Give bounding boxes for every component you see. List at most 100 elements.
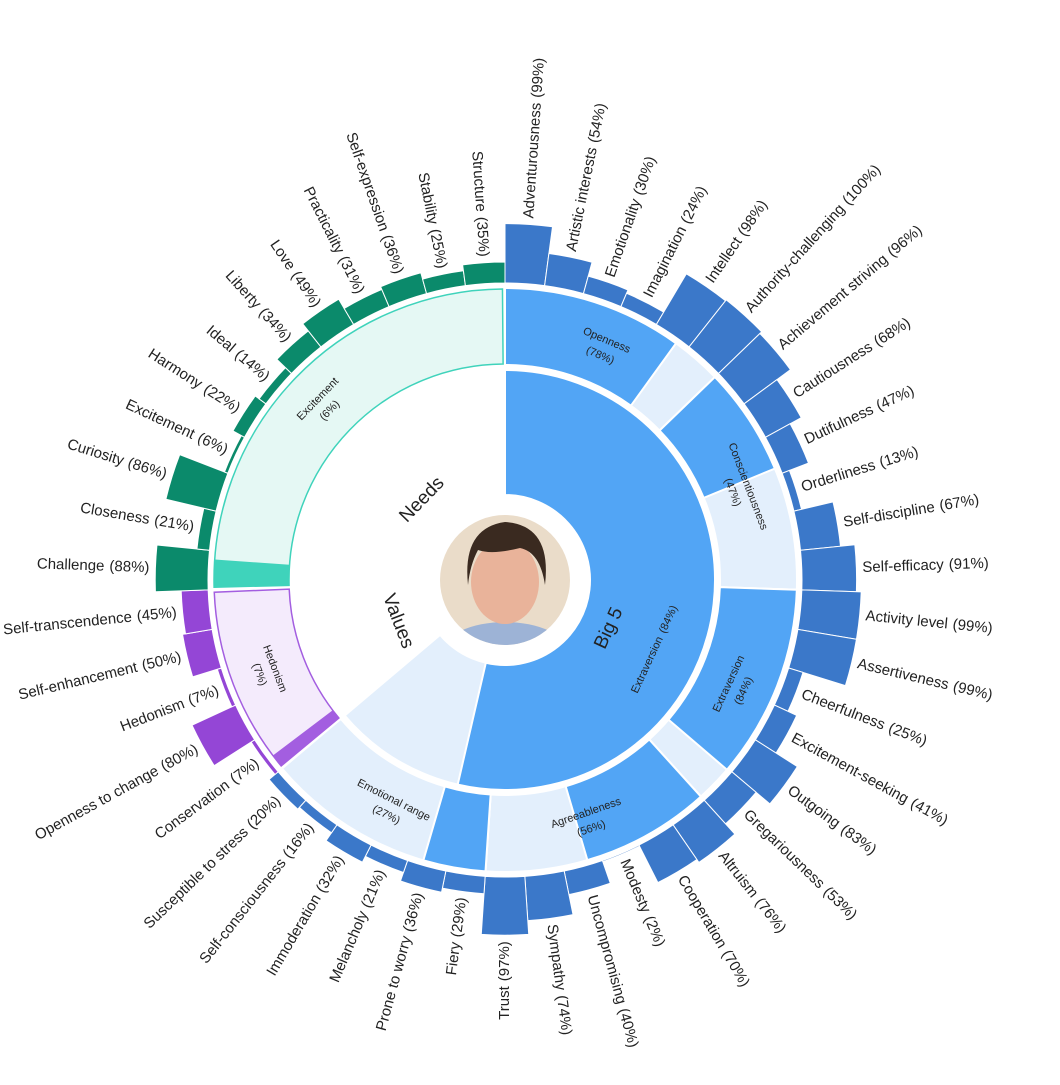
highlight-fill <box>214 559 290 588</box>
facet-label: Self-expression(36%) <box>342 130 407 276</box>
facet-label-name: Emotionality <box>602 196 645 279</box>
facet-label-name: Liberty <box>222 267 265 312</box>
facet-label-name: Cheerfulness <box>799 686 888 734</box>
facet-label-value: (14%) <box>231 346 273 385</box>
facet-label-name: Cooperation <box>674 872 730 951</box>
highlight-sector <box>213 288 504 588</box>
facet-label-name: Activity level <box>865 607 949 632</box>
facet-label-value: (24%) <box>677 183 710 226</box>
facet-label-value: (80%) <box>158 741 201 775</box>
facet-label-name: Orderliness <box>799 457 877 496</box>
facet-label-value: (49%) <box>288 268 325 311</box>
facet-label: Love(49%) <box>266 237 324 311</box>
facet-label-value: (7%) <box>227 755 263 787</box>
facet-label-name: Closeness <box>79 499 151 527</box>
facet-label: Trust (97%) <box>496 941 513 1020</box>
facet-label-value: (96%) <box>884 222 926 261</box>
trait-fill <box>504 286 678 408</box>
facet-label-value: (36%) <box>400 891 427 934</box>
facet-label-name: Openness to change <box>32 762 162 843</box>
facet-label-value: (86%) <box>126 454 169 482</box>
facet-label-value: (31%) <box>335 253 368 296</box>
facet-label-value: (47%) <box>873 382 916 414</box>
facet-label-value: (54%) <box>585 102 610 145</box>
facet-label-value: (74%) <box>553 994 575 1036</box>
facet-label-value: (67%) <box>938 491 980 514</box>
facet-label-name: Ideal <box>203 322 239 356</box>
facet-bar <box>196 507 217 551</box>
facet-label-name: Assertiveness <box>856 655 951 693</box>
facet-label: Closeness (21%) <box>79 499 195 535</box>
facet-label-name: Trust <box>496 985 513 1019</box>
facet-label-name: Harmony <box>145 345 206 392</box>
facet-label: Authority-challenging(100%) <box>742 161 884 316</box>
facet-label: Altruism(76%) <box>715 848 790 936</box>
facet-bar <box>524 870 574 922</box>
facet-bar <box>462 261 506 287</box>
facet-label-name: Self-efficacy <box>862 556 944 576</box>
facet-label-name: Love <box>266 237 298 273</box>
facet-bar <box>180 589 213 635</box>
facet-bar <box>421 270 466 295</box>
facet-label-value: (13%) <box>877 443 920 471</box>
facet-label-name: Immoderation <box>263 891 324 979</box>
facet-label-value: (83%) <box>837 821 879 858</box>
trait-fill <box>667 586 798 772</box>
facet-label: Cheerfulness(25%) <box>799 686 930 750</box>
facet-label-value: (25%) <box>886 719 929 749</box>
facet-label-name: Practicality <box>300 184 348 257</box>
facet-label: Fiery(29%) <box>443 896 470 976</box>
facet-label-name: Altruism <box>715 848 762 901</box>
facet-label-value: (20%) <box>244 792 285 832</box>
facet-label-value: (98%) <box>734 197 771 240</box>
facet-label-value: (6%) <box>195 429 231 458</box>
facet-bar <box>563 859 611 896</box>
facet-label-value: (35%) <box>473 216 493 257</box>
facet-label-name: Curiosity <box>65 436 126 470</box>
facet-bar <box>793 501 842 551</box>
facet-label: Harmony(22%) <box>145 345 243 416</box>
facet-label-name: Sympathy <box>543 923 569 992</box>
facet-label-name: Dutifulness <box>802 401 876 448</box>
facet-label: Structure (35%) <box>468 150 492 257</box>
facet-bar <box>441 870 486 895</box>
facet-label-value: (68%) <box>871 314 914 350</box>
facet-label: Orderliness(13%) <box>799 443 920 495</box>
category-fill <box>456 368 716 791</box>
facet-label-name: Fiery <box>443 940 464 976</box>
trait-fill <box>658 375 777 500</box>
facet-label-value: (36%) <box>378 233 407 276</box>
facet-label: Emotionality(30%) <box>602 154 660 279</box>
facet-label: Outgoing(83%) <box>784 782 879 859</box>
facet-label-value: (21%) <box>153 512 195 535</box>
facet-label-name: Hedonism <box>118 695 187 735</box>
facet-label: Adventurousness (99%) <box>520 57 548 219</box>
facet-label-name: Stability <box>414 171 441 226</box>
facet-bar <box>799 544 858 593</box>
facet-label-name: Self-enhancement <box>17 659 140 704</box>
facet-label-name: Artistic interests <box>563 146 601 253</box>
facet-label-name: Challenge <box>37 555 105 574</box>
facet-label-value: (34%) <box>255 304 294 345</box>
facet-label-value: (70%) <box>718 947 753 990</box>
facet-label: Self-transcendence (45%) <box>2 604 177 638</box>
facet-label-name: Outgoing <box>784 782 843 832</box>
facet-label-value: (40%) <box>615 1006 642 1049</box>
facet-label-value: (41%) <box>908 795 951 829</box>
facet-label-name: Conservation <box>152 777 233 843</box>
facet-bar <box>154 544 211 593</box>
facet-label-value: (45%) <box>136 604 178 625</box>
trait-fill <box>422 785 492 873</box>
photo <box>440 515 570 645</box>
facet-label: Excitement(6%) <box>123 396 231 458</box>
facet-label-value: (53%) <box>820 883 861 923</box>
facet-label-value: (2%) <box>641 913 669 949</box>
facet-label: Curiosity(86%) <box>65 436 169 483</box>
facet-label-value: (88%) <box>109 558 150 576</box>
facet-label: Self-enhancement(50%) <box>17 648 183 703</box>
facet-label: Assertiveness(99%) <box>856 655 995 704</box>
facet-label-name: Cautiousness <box>790 338 876 401</box>
facet-bar <box>181 628 222 678</box>
highlight-sector <box>213 588 340 767</box>
facet-label-name: Melancholy <box>326 908 371 985</box>
